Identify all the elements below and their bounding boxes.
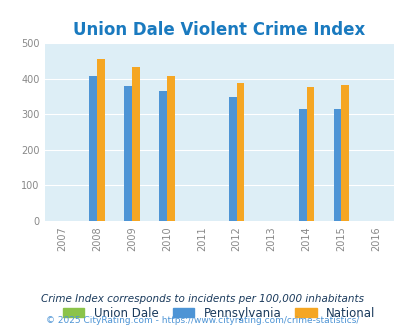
Bar	[341, 84, 348, 221]
Bar	[228, 97, 236, 221]
Bar	[236, 83, 244, 221]
Text: Crime Index corresponds to incidents per 100,000 inhabitants: Crime Index corresponds to incidents per…	[41, 294, 364, 304]
Bar	[333, 109, 341, 221]
Bar	[89, 76, 97, 221]
Bar	[97, 59, 104, 221]
Bar	[298, 109, 306, 221]
Bar	[159, 91, 166, 221]
Legend: Union Dale, Pennsylvania, National: Union Dale, Pennsylvania, National	[58, 302, 379, 324]
Bar	[306, 87, 313, 221]
Title: Union Dale Violent Crime Index: Union Dale Violent Crime Index	[73, 20, 364, 39]
Text: © 2025 CityRating.com - https://www.cityrating.com/crime-statistics/: © 2025 CityRating.com - https://www.city…	[46, 315, 359, 325]
Bar	[132, 67, 139, 221]
Bar	[166, 77, 174, 221]
Bar	[124, 86, 132, 221]
